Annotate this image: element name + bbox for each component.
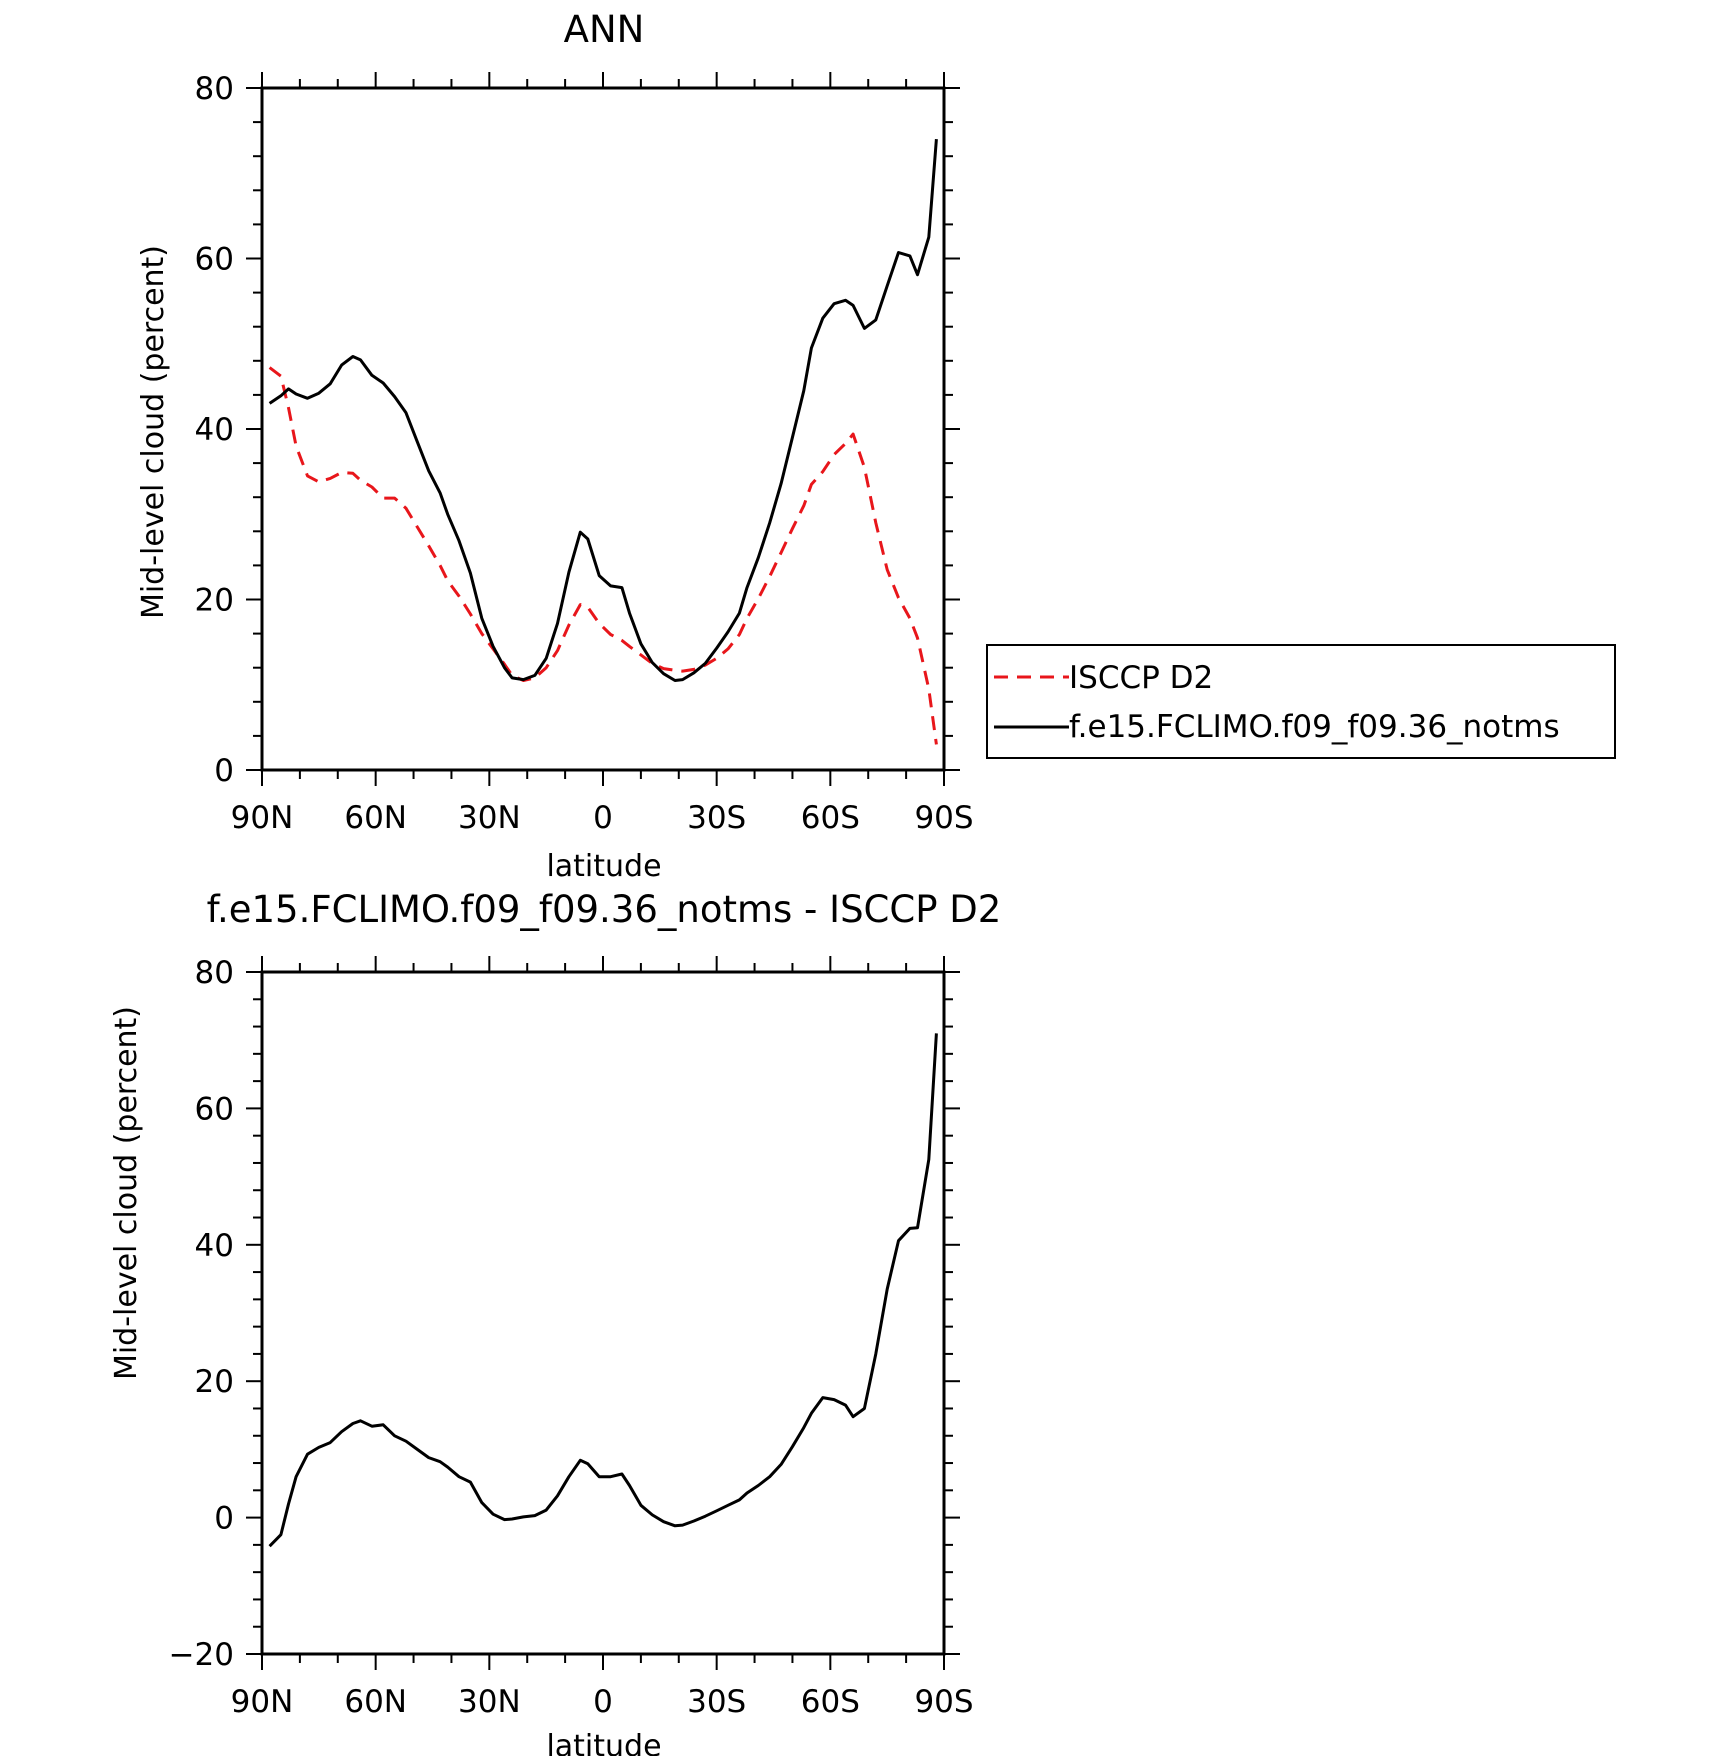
bottom-x-tick-label: 90S: [914, 1684, 973, 1720]
bottom-x-tick-label: 0: [593, 1684, 613, 1720]
top-x-tick-label: 30N: [458, 800, 521, 836]
bottom-y-tick-label: 60: [195, 1091, 234, 1127]
top-y-tick-label: 80: [195, 71, 234, 107]
top-x-tick-label: 90S: [914, 800, 973, 836]
bottom-y-tick-label: 40: [195, 1228, 234, 1264]
bottom-x-tick-label: 60N: [344, 1684, 407, 1720]
top-series-line-1: [268, 138, 938, 682]
top-panel: ANN 90N 60N 30N 0 30S 60S 90S 0 20 40 60 80 latitud…: [136, 8, 974, 884]
legend-label-model: f.e15.FCLIMO.f09_f09.36_notms: [1069, 709, 1560, 745]
bottom-y-tick-label: 80: [195, 955, 234, 991]
bottom-series-line-0: [268, 1033, 938, 1548]
top-x-axis-title: latitude: [546, 849, 661, 884]
legend: ISCCP D2 f.e15.FCLIMO.f09_f09.36_notms: [986, 644, 1616, 759]
legend-label-isccp: ISCCP D2: [1069, 660, 1213, 696]
top-x-tick-label: 60S: [801, 800, 860, 836]
top-y-axis-title: Mid-level cloud (percent): [136, 245, 171, 619]
top-y-tick-label: 20: [195, 583, 234, 619]
top-plot-area: 90N 60N 30N 0 30S 60S 90S 0 20 40 60 80: [195, 71, 974, 836]
top-y-tick-label: 0: [214, 753, 234, 789]
top-y-tick-label: 40: [195, 412, 234, 448]
bottom-y-tick-label: 20: [195, 1364, 234, 1400]
top-x-tick-label: 90N: [231, 800, 294, 836]
top-x-tick-label: 60N: [344, 800, 407, 836]
bottom-x-tick-label: 60S: [801, 1684, 860, 1720]
bottom-x-tick-label: 30S: [687, 1684, 746, 1720]
top-panel-title: ANN: [564, 8, 645, 51]
top-y-tick-label: 60: [195, 242, 234, 278]
bottom-x-tick-label: 90N: [231, 1684, 294, 1720]
bottom-panel: f.e15.FCLIMO.f09_f09.36_notms - ISCCP D2…: [109, 888, 1001, 1756]
legend-box: [986, 644, 1616, 759]
top-x-tick-label: 0: [593, 800, 613, 836]
bottom-y-tick-label: −20: [169, 1637, 234, 1673]
bottom-y-axis-title: Mid-level cloud (percent): [109, 1006, 144, 1380]
bottom-y-tick-label: 0: [214, 1501, 234, 1537]
bottom-plot-area: 90N 60N 30N 0 30S 60S 90S −20 0 20 40 60 80: [169, 955, 974, 1720]
bottom-x-axis-title: latitude: [546, 1729, 661, 1756]
top-x-tick-label: 30S: [687, 800, 746, 836]
bottom-x-tick-label: 30N: [458, 1684, 521, 1720]
bottom-panel-title: f.e15.FCLIMO.f09_f09.36_notms - ISCCP D2: [207, 888, 1002, 931]
top-series-line-0: [268, 366, 938, 745]
